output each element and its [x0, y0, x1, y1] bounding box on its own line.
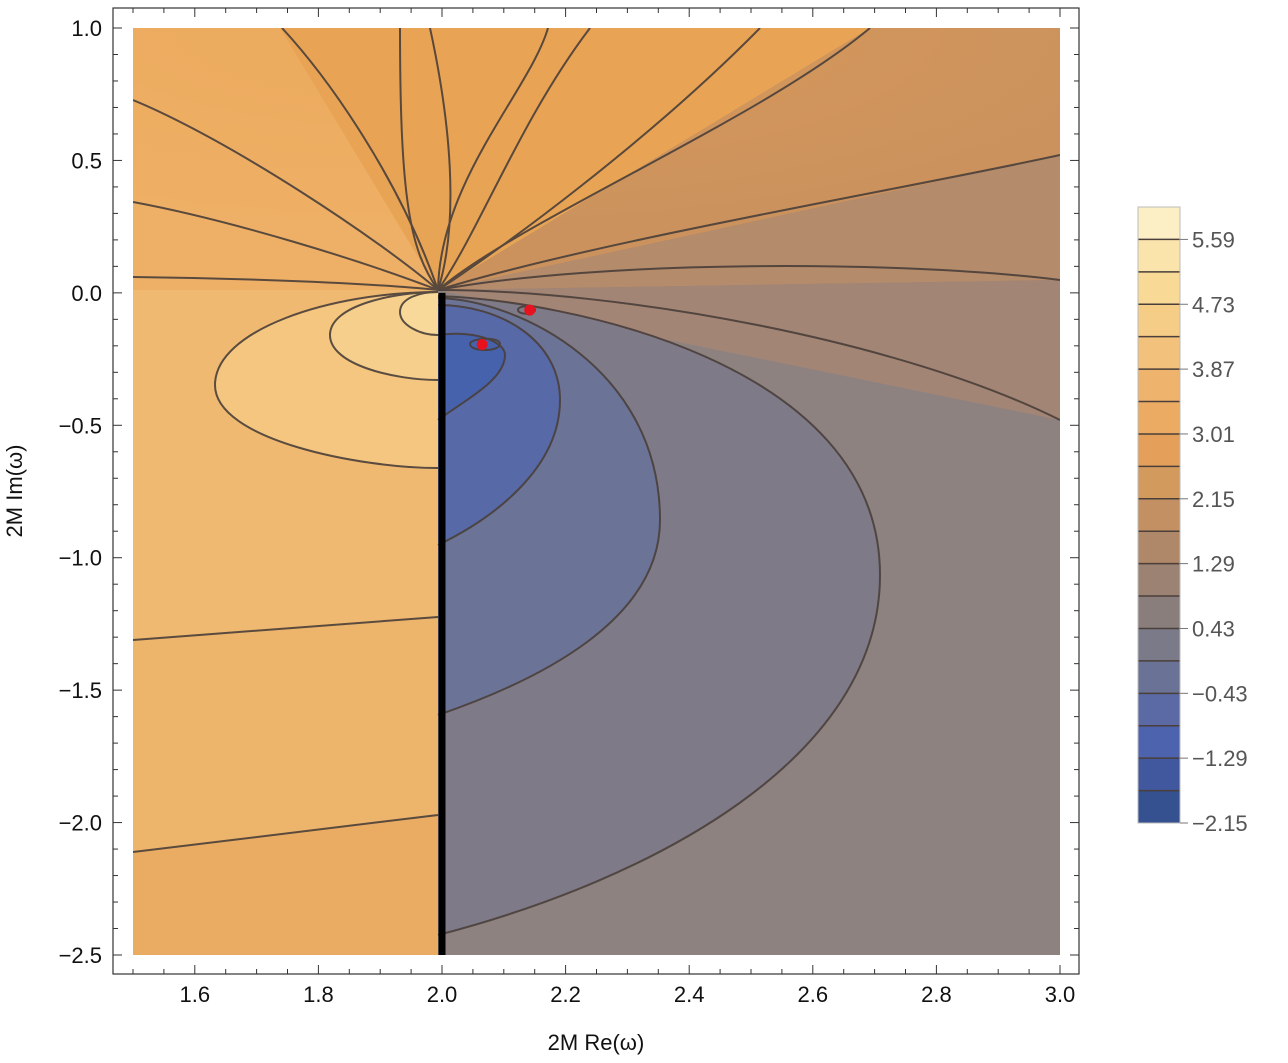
x-tick-label: 2.6	[798, 982, 829, 1007]
y-axis-label: 2M Im(ω)	[2, 445, 27, 538]
zero-point-marker	[524, 304, 536, 316]
legend-swatch	[1138, 304, 1180, 338]
x-tick-label: 3.0	[1045, 982, 1076, 1007]
legend-swatch	[1138, 239, 1180, 273]
legend-tick-label: −0.43	[1192, 681, 1248, 706]
legend-swatch	[1138, 401, 1180, 435]
legend-swatch	[1138, 433, 1180, 467]
legend-swatch	[1138, 271, 1180, 305]
y-tick-labels: 1.0 0.5 0.0 −0.5 −1.0 −1.5 −2.0 −2.5	[59, 16, 102, 968]
x-tick-label: 2.2	[550, 982, 581, 1007]
legend-swatch	[1138, 466, 1180, 500]
legend-swatch	[1138, 660, 1180, 694]
legend-swatch	[1138, 693, 1180, 727]
legend-tick-label: 4.73	[1192, 292, 1235, 317]
legend-tick-label: 2.15	[1192, 487, 1235, 512]
y-tick-label: −1.5	[59, 678, 102, 703]
legend-tick-label: 1.29	[1192, 552, 1235, 577]
contour-band-left-lobe-inner	[400, 292, 438, 335]
legend-swatch	[1138, 531, 1180, 565]
legend-tick-label: −2.15	[1192, 811, 1248, 836]
x-tick-label: 2.8	[921, 982, 952, 1007]
legend-swatch	[1138, 596, 1180, 629]
x-tick-labels: 1.6 1.8 2.0 2.2 2.4 2.6 2.8 3.0	[180, 982, 1076, 1007]
y-tick-label: 0.5	[71, 148, 102, 173]
contour-lines	[133, 28, 1060, 936]
x-axis-label: 2M Re(ω)	[548, 1030, 645, 1055]
y-tick-label: −2.5	[59, 943, 102, 968]
contour-band-lower-left-2	[133, 815, 438, 955]
axis-ticks	[113, 8, 1079, 974]
legend-swatch	[1138, 207, 1180, 240]
legend-border	[1137, 206, 1181, 824]
legend-swatch	[1138, 369, 1180, 403]
y-tick-label: 0.0	[71, 281, 102, 306]
legend-swatch	[1138, 790, 1180, 824]
contour-plot-area	[133, 28, 1060, 955]
chart-marks	[438, 292, 536, 955]
legend-tick-label: 0.43	[1192, 616, 1235, 641]
legend-tick-label: 3.01	[1192, 422, 1235, 447]
x-tick-label: 1.8	[303, 982, 334, 1007]
y-tick-label: −1.0	[59, 546, 102, 571]
legend-swatch	[1138, 563, 1180, 597]
legend-tick-label: −1.29	[1192, 746, 1248, 771]
y-tick-label: −0.5	[59, 413, 102, 438]
x-tick-label: 2.4	[674, 982, 705, 1007]
legend-swatch	[1138, 725, 1180, 759]
color-legend: 5.59 4.73 3.87 3.01 2.15 1.29 0.43 −0.43 −1.29 −2…	[1137, 206, 1248, 836]
contour-glow	[133, 28, 1060, 290]
y-tick-label: −2.0	[59, 811, 102, 836]
zero-point-marker	[476, 339, 488, 351]
legend-swatch	[1138, 498, 1180, 532]
y-tick-label: 1.0	[71, 16, 102, 41]
legend-tick-label: 3.87	[1192, 357, 1235, 382]
x-tick-label: 2.0	[427, 982, 458, 1007]
x-tick-label: 1.6	[180, 982, 211, 1007]
legend-tick-label: 5.59	[1192, 227, 1235, 252]
contour-band-right-4	[438, 333, 505, 420]
legend-swatch	[1138, 628, 1180, 662]
legend-swatch	[1138, 336, 1180, 370]
contour-band-right-lower	[438, 280, 1060, 420]
legend-swatch	[1138, 758, 1180, 792]
